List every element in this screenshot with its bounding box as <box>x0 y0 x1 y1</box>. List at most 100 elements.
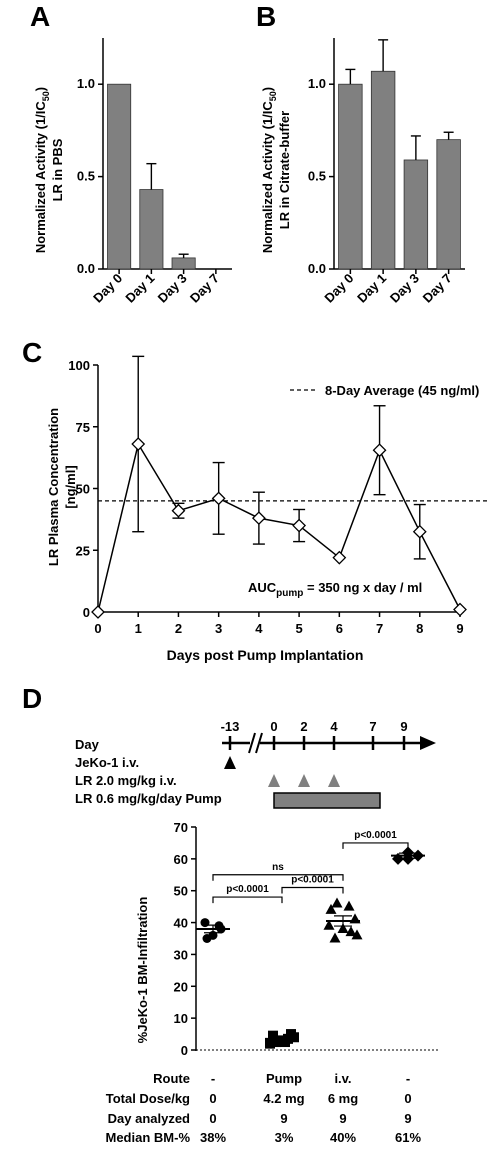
axis-break-slash <box>248 732 256 754</box>
timeline-tick-4: 4 <box>330 719 338 734</box>
panel-b-y-tick-label: 0.0 <box>308 261 326 276</box>
panel-c-ylabel: LR Plasma Concentration [ng/ml] <box>46 408 78 566</box>
significance-bracket <box>342 842 409 849</box>
axis-break-slash <box>255 732 263 754</box>
timeline-tick-2: 2 <box>300 719 307 734</box>
panel-c-x-tick-label: 5 <box>295 621 302 636</box>
table-cell: 9 <box>339 1111 346 1126</box>
table-label-median: Median BM-% <box>106 1130 191 1145</box>
table-cell: i.v. <box>334 1071 351 1086</box>
timeline-axis-break <box>248 732 263 754</box>
svg-text:Normalized Activity (1/IC50): Normalized Activity (1/IC50) <box>33 87 51 253</box>
panel-b-letter: B <box>256 1 276 32</box>
panel-d-point-triangle <box>345 926 357 937</box>
plasma-concentration-line <box>97 442 461 613</box>
panel-a-bar <box>107 83 132 270</box>
panel-c-y-tick-label: 100 <box>68 358 90 373</box>
auc-suffix: = 350 ng x day / ml <box>303 580 422 595</box>
treatment-timeline: Day JeKo-1 i.v. LR 2.0 mg/kg i.v. LR 0.6… <box>75 719 436 809</box>
timeline-row-iv: LR 2.0 mg/kg i.v. <box>75 773 177 788</box>
data-point-diamond <box>292 518 307 533</box>
panel-d-y-tick-label: 70 <box>174 820 188 835</box>
table-label-route: Route <box>153 1071 190 1086</box>
panel-a-ylabel-l2: LR in PBS <box>50 138 65 201</box>
panel-b-x-tick-label: Day 3 <box>387 271 422 306</box>
table-label-day: Day analyzed <box>108 1111 190 1126</box>
panel-b-bar <box>403 159 429 270</box>
panel-c-x-tick-label: 2 <box>175 621 182 636</box>
significance-bracket <box>212 874 344 881</box>
panel-d-y-tick-label: 0 <box>181 1043 188 1058</box>
timeline-arrowhead <box>420 736 436 750</box>
axis-break-gap <box>250 734 260 752</box>
data-point-diamond <box>412 524 427 539</box>
table-cell: 0 <box>209 1091 216 1106</box>
panel-b-x-tick-label: Day 1 <box>354 271 389 306</box>
table-cell: 6 mg <box>328 1091 358 1106</box>
panel-b-x-tick-label: Day 7 <box>420 271 455 306</box>
svg-text:Normalized Activity (1/IC50): Normalized Activity (1/IC50) <box>260 87 278 253</box>
table-cell: 9 <box>404 1111 411 1126</box>
data-point-diamond <box>251 511 266 526</box>
panel-b-y-tick-label: 0.5 <box>308 169 326 184</box>
iv-dose-marker <box>298 774 310 787</box>
data-point-diamond <box>372 443 387 458</box>
panel-c-y-tick-label: 50 <box>76 482 90 497</box>
panel-c-ylabel-l1: LR Plasma Concentration <box>46 408 61 566</box>
panel-c-x-tick-label: 7 <box>376 621 383 636</box>
panel-a-x-tick-label: Day 7 <box>187 271 222 306</box>
table-cell: 3% <box>275 1130 294 1145</box>
significance-bracket <box>212 896 283 904</box>
table-cell: Pump <box>266 1071 302 1086</box>
panel-a-x-tick-label: Day 0 <box>90 271 125 306</box>
timeline-tick-0: 0 <box>270 719 277 734</box>
panel-b-ylabel-close: ) <box>260 87 275 91</box>
panel-d-point-square <box>268 1030 278 1041</box>
pump-duration-bar <box>273 792 381 809</box>
panel-c-x-tick-label: 9 <box>456 621 463 636</box>
panel-d-point-square <box>265 1038 275 1049</box>
panel-d-y-tick-label: 10 <box>174 1011 188 1026</box>
table-cell: 0 <box>209 1111 216 1126</box>
panel-b-bar <box>338 83 363 270</box>
panel-b-ylabel: Normalized Activity (1/IC50) LR in Citra… <box>260 87 292 253</box>
data-point-diamond <box>453 602 467 617</box>
panel-d-point-triangle <box>323 919 335 930</box>
panel-d-y-tick-label: 20 <box>174 979 188 994</box>
jeko-injection-marker <box>224 756 236 769</box>
panel-d-y-tick-label: 60 <box>174 852 188 867</box>
panel-a-y-tick-label: 1.0 <box>77 76 95 91</box>
table-cell: 40% <box>330 1130 356 1145</box>
table-cell: 9 <box>280 1111 287 1126</box>
panel-d-point-triangle <box>329 932 341 943</box>
panel-d-y-tick-label: 40 <box>174 916 188 931</box>
panel-c-y-tick-label: 0 <box>83 605 90 620</box>
timeline-ticks <box>228 736 406 750</box>
panel-a-ylabel-close: ) <box>33 87 48 91</box>
panel-b-ylabel-l1: Normalized Activity (1/IC <box>260 101 275 254</box>
data-point-diamond <box>171 503 186 518</box>
panel-a-ylabel-l1: Normalized Activity (1/IC <box>33 101 48 254</box>
panel-d-point-triangle <box>331 897 343 908</box>
data-point-diamond <box>332 550 347 565</box>
table-cell: 0 <box>404 1091 411 1106</box>
table-cell: 61% <box>395 1130 421 1145</box>
panel-c-x-tick-label: 0 <box>94 621 101 636</box>
panel-d-table: Route Total Dose/kg Day analyzed Median … <box>106 1071 422 1145</box>
panel-c-x-tick-label: 6 <box>336 621 343 636</box>
panel-b-y-tick-label: 1.0 <box>308 76 326 91</box>
panel-b-x-tick-label: Day 0 <box>321 271 356 306</box>
table-cell: - <box>406 1071 410 1086</box>
panel-a-bar <box>139 189 164 270</box>
table-cell: 38% <box>200 1130 226 1145</box>
panel-a: A Normalized Activity (1/IC50) LR in PBS… <box>30 1 232 306</box>
iv-dose-marker <box>268 774 280 787</box>
panel-c: C LR Plasma Concentration [ng/ml] Days p… <box>22 337 488 663</box>
panel-d-point-triangle <box>325 903 337 914</box>
table-cells: - Pump i.v. - 0 4.2 mg 6 mg 0 0 9 9 9 38% 3% 40% 61% <box>200 1071 421 1145</box>
panel-c-y-tick-label: 75 <box>76 420 90 435</box>
iv-dose-marker <box>328 774 340 787</box>
timeline-row-jeko: JeKo-1 i.v. <box>75 755 139 770</box>
